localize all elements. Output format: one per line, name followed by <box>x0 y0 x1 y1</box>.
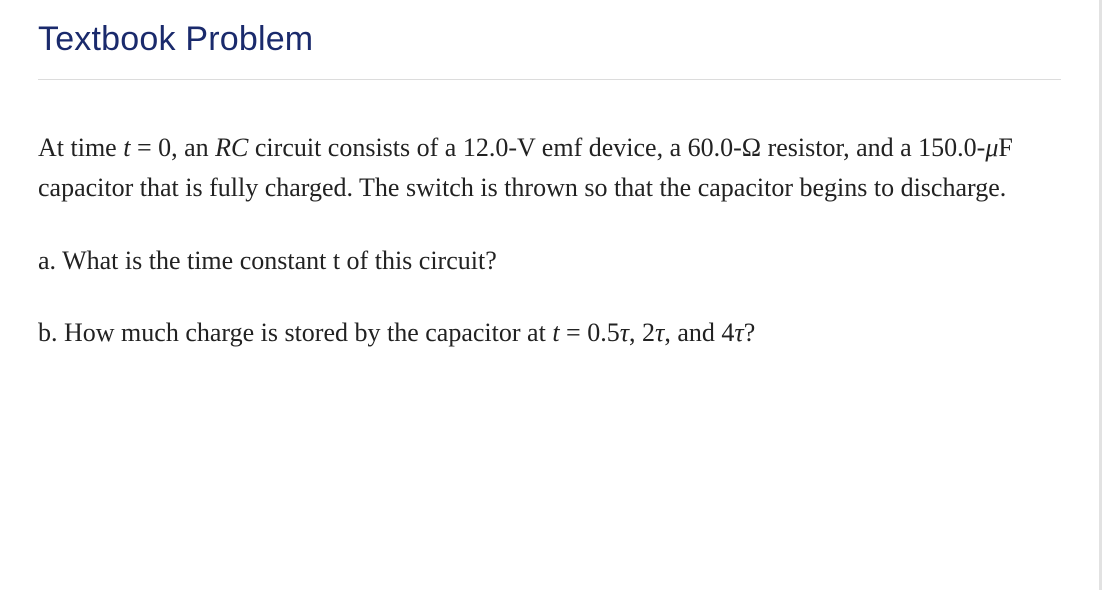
unit-farad: F <box>998 133 1012 162</box>
text-fragment: = 0, an <box>130 133 215 162</box>
variable-rc: RC <box>215 133 248 162</box>
symbol-tau: τ <box>734 318 743 347</box>
symbol-tau: τ <box>620 318 629 347</box>
section-heading: Textbook Problem <box>38 20 1061 59</box>
symbol-tau: τ <box>655 318 664 347</box>
text-fragment: = 0.5 <box>560 318 620 347</box>
variable-t: t <box>552 318 559 347</box>
part-b: b. How much charge is stored by the capa… <box>38 313 1061 353</box>
heading-divider <box>38 79 1061 80</box>
text-fragment: , and 4 <box>664 318 734 347</box>
text-fragment: ? <box>744 318 756 347</box>
text-fragment: circuit consists of a 12.0-V emf device,… <box>248 133 985 162</box>
text-fragment: b. How much charge is stored by the capa… <box>38 318 552 347</box>
text-fragment: At time <box>38 133 123 162</box>
symbol-mu: μ <box>985 133 998 162</box>
part-a: a. What is the time constant t of this c… <box>38 241 1061 281</box>
problem-statement: At time t = 0, an RC circuit consists of… <box>38 128 1061 209</box>
problem-container: Textbook Problem At time t = 0, an RC ci… <box>0 0 1102 590</box>
text-fragment: capacitor that is fully charged. The swi… <box>38 173 1006 202</box>
text-fragment: , 2 <box>629 318 655 347</box>
